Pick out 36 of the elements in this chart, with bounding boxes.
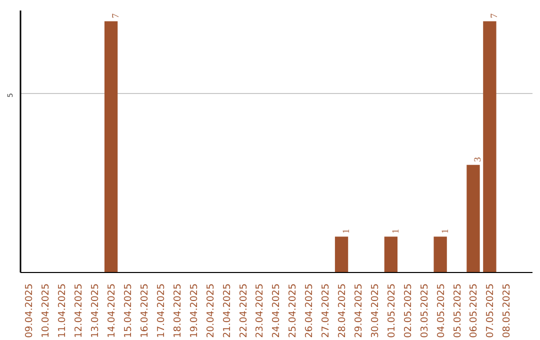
x-tick-label: 27.04.2025: [320, 283, 332, 338]
x-tick-label: 17.04.2025: [156, 283, 167, 338]
x-tick-label: 28.04.2025: [337, 283, 348, 338]
x-tick-label: 13.04.2025: [90, 283, 102, 338]
x-tick-label: 04.05.2025: [436, 283, 447, 338]
x-tick-label: 10.04.2025: [40, 283, 52, 338]
x-tick-label: 11.04.2025: [57, 283, 68, 338]
x-tick-label: 30.04.2025: [370, 283, 381, 338]
x-tick-label: 19.04.2025: [188, 283, 200, 338]
x-tick-label: 24.04.2025: [271, 283, 282, 338]
x-tick-label: 29.04.2025: [353, 283, 364, 338]
data-label: 1: [440, 228, 451, 234]
x-tick-label: 23.04.2025: [254, 283, 266, 338]
x-tick-label: 12.04.2025: [74, 283, 85, 338]
x-tick-label: 25.04.2025: [288, 283, 299, 338]
x-tick-label: 07.05.2025: [485, 283, 496, 338]
x-tick-label: 22.04.2025: [238, 283, 250, 338]
data-label: 1: [391, 228, 402, 234]
x-tick-label: 21.04.2025: [222, 283, 233, 338]
x-tick-label: 01.05.2025: [386, 283, 398, 338]
x-tick-label: 15.04.2025: [123, 283, 134, 338]
x-tick-label: 06.05.2025: [468, 283, 480, 338]
x-tick-label: 03.05.2025: [419, 283, 430, 338]
x-tick-label: 26.04.2025: [304, 283, 316, 338]
x-tick-label: 14.04.2025: [106, 283, 118, 338]
data-label: 7: [112, 13, 122, 18]
x-tick-label: 08.05.2025: [502, 283, 513, 338]
x-tick-label: 09.04.2025: [24, 283, 36, 338]
x-tick-label: 05.05.2025: [452, 283, 464, 338]
data-label: 3: [474, 156, 484, 162]
x-tick-label: 02.05.2025: [402, 283, 414, 338]
x-tick-label: 16.04.2025: [139, 283, 150, 338]
data-label: 1: [342, 228, 352, 234]
data-label: 7: [490, 13, 500, 18]
x-tick-label: 20.04.2025: [205, 283, 216, 338]
x-tick-label: 18.04.2025: [172, 283, 184, 338]
